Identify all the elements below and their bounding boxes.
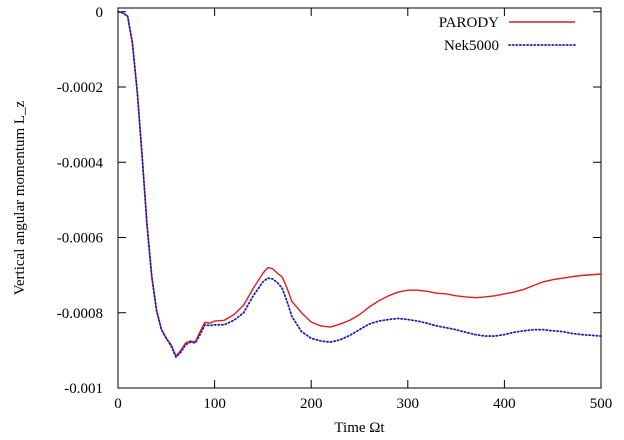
series-line-nek5000: [117, 10, 602, 359]
tick-labels: 0 100 200 300 400 500 0 -0.0002 -0.0004 -0.0006 -0…: [57, 5, 613, 412]
y-tick-label: -0.001: [64, 381, 103, 397]
y-tick-label: -0.0008: [57, 306, 103, 322]
series-line-parody: [117, 11, 602, 357]
x-axis-title: Time Ωt: [334, 420, 385, 436]
x-tick-label: 100: [203, 396, 226, 412]
x-tick-label: 0: [114, 396, 122, 412]
x-tick-label: 400: [493, 396, 516, 412]
y-tick-label: -0.0004: [57, 155, 104, 171]
y-tick-label: 0: [96, 5, 104, 21]
x-tick-label: 300: [397, 396, 420, 412]
x-tick-label: 200: [300, 396, 323, 412]
plot-border: [117, 7, 602, 389]
y-tick-label: -0.0002: [57, 80, 103, 96]
y-tick-label: -0.0006: [57, 231, 104, 247]
legend: PARODY Nek5000: [439, 15, 576, 54]
x-tick-label: 500: [590, 396, 613, 412]
legend-label-parody: PARODY: [439, 15, 499, 31]
plot-frame: [117, 7, 602, 389]
y-axis-title: Vertical angular momentum L_z: [12, 100, 28, 295]
series-lines: [117, 10, 602, 359]
legend-label-nek5000: Nek5000: [444, 38, 499, 54]
